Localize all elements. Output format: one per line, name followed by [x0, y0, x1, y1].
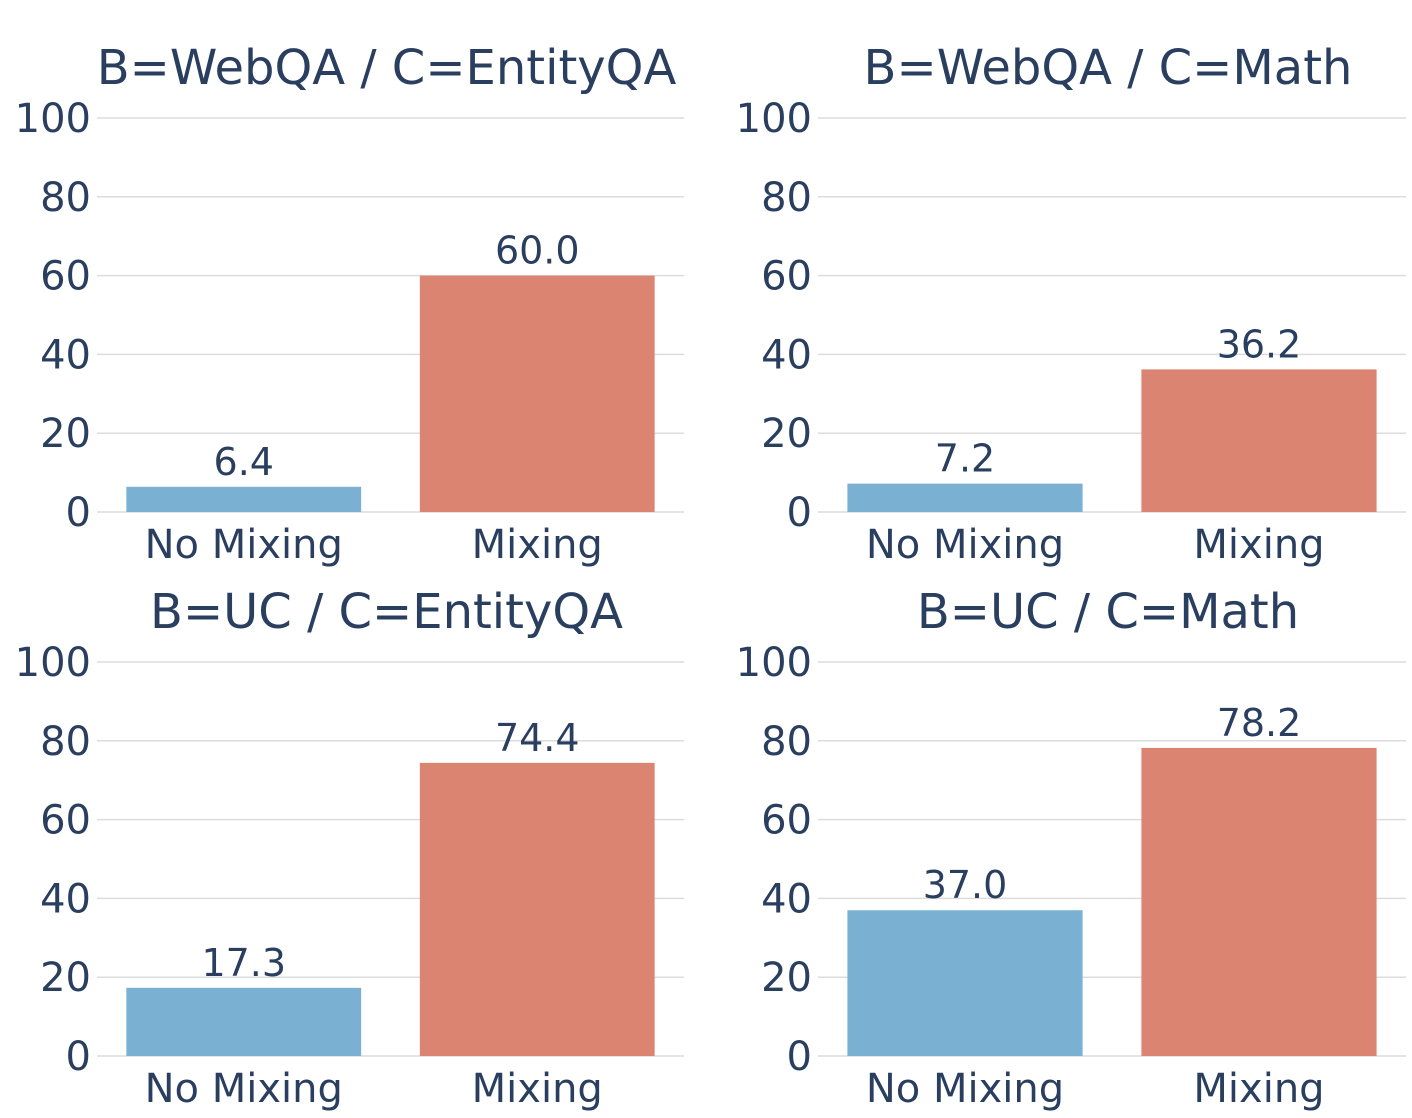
y-tick-label: 40 [761, 876, 812, 922]
chart-title: B=WebQA / C=EntityQA [97, 40, 677, 96]
data-label: 17.3 [201, 941, 286, 985]
y-tick-label: 80 [761, 719, 812, 765]
y-tick-label: 80 [40, 719, 91, 765]
y-tick-label: 80 [761, 175, 812, 221]
y-tick-label: 40 [40, 332, 91, 378]
bar-mixing [1141, 369, 1377, 512]
y-tick-label: 20 [761, 411, 812, 457]
x-tick-label: No Mixing [145, 1066, 343, 1112]
x-tick-label: No Mixing [145, 522, 343, 568]
bar-mixing [419, 762, 655, 1056]
panel-uc-entityqa: 0 20 40 60 80 100 B=UC / C=EntityQA 17.3 No Mixi… [15, 584, 684, 1112]
x-tick-label: Mixing [472, 522, 603, 568]
y-tick-label: 0 [66, 1034, 91, 1080]
y-tick-label: 20 [761, 955, 812, 1001]
y-tick-label: 20 [40, 411, 91, 457]
y-tick-label: 20 [40, 955, 91, 1001]
y-tick-label: 60 [761, 798, 812, 844]
bar-no-mixing [847, 910, 1083, 1056]
data-label: 78.2 [1217, 701, 1302, 745]
chart-title: B=UC / C=Math [917, 584, 1299, 640]
y-tick-label: 100 [15, 96, 91, 142]
data-label: 36.2 [1217, 322, 1302, 366]
y-tick-label: 40 [761, 332, 812, 378]
data-label: 6.4 [214, 440, 274, 484]
chart-title: B=WebQA / C=Math [864, 40, 1353, 96]
panel-webqa-math: 0 20 40 60 80 100 B=WebQA / C=Math 7.2 No Mixing… [736, 40, 1406, 568]
x-tick-label: No Mixing [866, 1066, 1064, 1112]
data-label: 74.4 [495, 716, 580, 760]
data-label: 37.0 [923, 863, 1008, 907]
bar-no-mixing [126, 486, 362, 512]
y-tick-label: 100 [736, 640, 812, 686]
y-tick-label: 40 [40, 876, 91, 922]
y-tick-label: 80 [40, 175, 91, 221]
y-tick-label: 0 [787, 490, 812, 536]
x-tick-label: Mixing [1193, 1066, 1324, 1112]
bar-mixing [419, 275, 655, 512]
y-tick-label: 0 [66, 490, 91, 536]
y-tick-label: 60 [761, 254, 812, 300]
y-tick-label: 60 [40, 254, 91, 300]
bar-mixing [1141, 747, 1377, 1056]
x-tick-label: Mixing [1193, 522, 1324, 568]
bar-no-mixing [126, 987, 362, 1056]
y-tick-label: 0 [787, 1034, 812, 1080]
data-label: 7.2 [935, 437, 995, 481]
chart-title: B=UC / C=EntityQA [150, 584, 623, 640]
y-tick-label: 60 [40, 798, 91, 844]
bar-no-mixing [847, 483, 1083, 512]
x-tick-label: No Mixing [866, 522, 1064, 568]
y-tick-label: 100 [736, 96, 812, 142]
panel-uc-math: 0 20 40 60 80 100 B=UC / C=Math 37.0 No Mixing 78… [736, 584, 1406, 1112]
x-tick-label: Mixing [472, 1066, 603, 1112]
y-tick-label: 100 [15, 640, 91, 686]
data-label: 60.0 [495, 229, 580, 273]
